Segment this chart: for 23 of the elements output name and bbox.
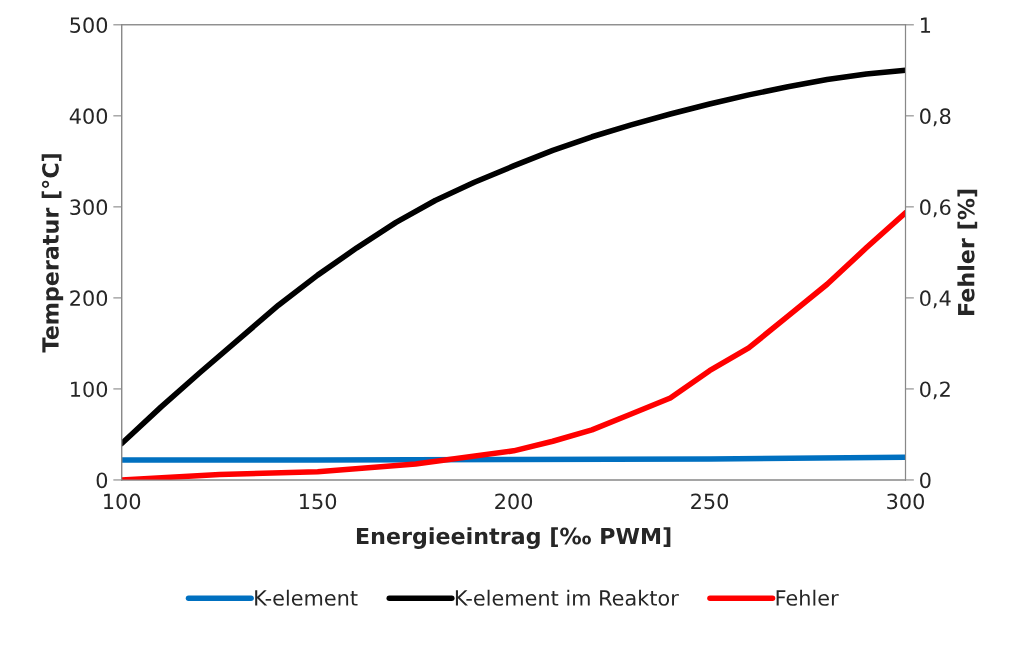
legend-label: Fehler xyxy=(776,589,839,606)
y2-axis-title: Fehler [%] xyxy=(957,189,978,315)
y-tick-label: 100 xyxy=(71,381,108,398)
x-axis-title: Energieeintrag [‰ PWM] xyxy=(356,527,671,549)
y-tick-label: 200 xyxy=(70,290,108,307)
y2-tick-label: 0,2 xyxy=(920,381,950,400)
legend-label: K-element im Reaktor xyxy=(455,589,679,606)
x-tick-label: 150 xyxy=(300,493,337,510)
x-tick-label: 100 xyxy=(104,493,141,510)
x-tick-label: 300 xyxy=(887,493,924,510)
y2-tick-label: 1 xyxy=(920,17,931,33)
y2-tick-label: 0,8 xyxy=(920,108,951,127)
y-tick-label: 300 xyxy=(70,199,108,216)
y-tick-label: 400 xyxy=(69,108,108,125)
y-tick-label: 500 xyxy=(70,17,108,34)
x-tick-label: 200 xyxy=(495,493,533,510)
y2-tick-label: 0,6 xyxy=(920,199,951,218)
y2-tick-label: 0,4 xyxy=(920,290,951,309)
y-axis-title: Temperatur [°C] xyxy=(41,154,64,353)
legend-label: K-element xyxy=(255,589,358,606)
x-tick-label: 250 xyxy=(691,493,729,510)
y-tick-label: 0 xyxy=(96,472,108,489)
y2-tick-label: 0 xyxy=(920,472,931,489)
